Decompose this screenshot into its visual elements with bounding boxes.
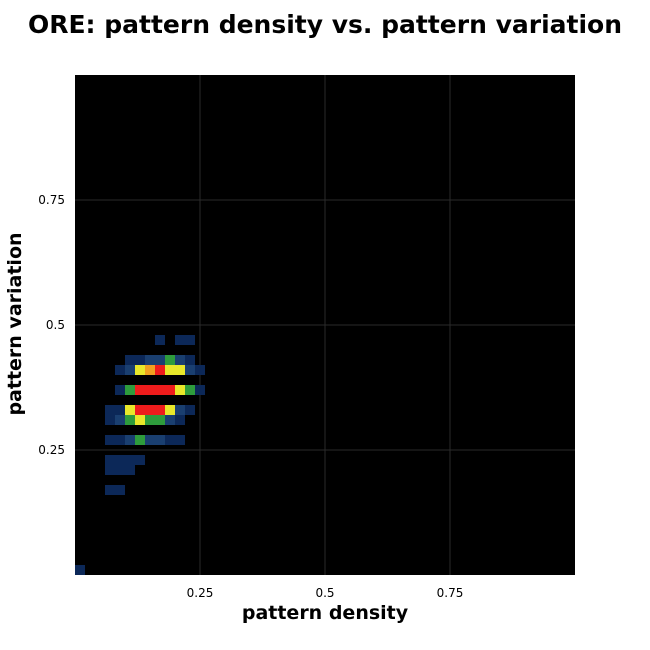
heatmap-cell bbox=[185, 335, 195, 345]
heatmap-cell bbox=[175, 385, 185, 395]
heatmap-cell bbox=[115, 485, 125, 495]
heatmap-cell bbox=[115, 385, 125, 395]
x-tick-label: 0.5 bbox=[315, 586, 334, 600]
heatmap-cell bbox=[125, 355, 135, 365]
heatmap-cell bbox=[115, 455, 125, 465]
y-tick-label: 0.75 bbox=[38, 193, 65, 207]
heatmap-cell bbox=[115, 365, 125, 375]
heatmap-cell bbox=[185, 365, 195, 375]
x-tick-label: 0.25 bbox=[187, 586, 214, 600]
heatmap-cell bbox=[185, 405, 195, 415]
heatmap-cell bbox=[125, 465, 135, 475]
chart-title: ORE: pattern density vs. pattern variati… bbox=[27, 10, 623, 39]
heatmap-cell bbox=[185, 355, 195, 365]
heatmap-cell bbox=[115, 415, 125, 425]
heatmap-cell bbox=[125, 365, 135, 375]
y-tick-label: 0.25 bbox=[38, 443, 65, 457]
heatmap-cell bbox=[135, 405, 145, 415]
heatmap-cell bbox=[145, 385, 155, 395]
x-tick-label: 0.75 bbox=[437, 586, 464, 600]
heatmap-cell bbox=[155, 435, 165, 445]
heatmap-cell bbox=[195, 365, 205, 375]
x-tick-labels: 0.25 0.5 0.75 bbox=[187, 586, 464, 600]
heatmap-cell bbox=[165, 385, 175, 395]
heatmap-cell bbox=[135, 385, 145, 395]
heatmap-cell bbox=[175, 415, 185, 425]
y-tick-label: 0.5 bbox=[46, 318, 65, 332]
heatmap-cell bbox=[105, 435, 115, 445]
heatmap-cell bbox=[135, 355, 145, 365]
heatmap-cell bbox=[155, 415, 165, 425]
heatmap-cell bbox=[135, 365, 145, 375]
heatmap-cell bbox=[125, 435, 135, 445]
heatmap-cell bbox=[175, 355, 185, 365]
y-axis-label: pattern variation bbox=[4, 232, 26, 416]
heatmap-cell bbox=[165, 435, 175, 445]
heatmap-cell bbox=[115, 465, 125, 475]
heatmap-cell bbox=[75, 565, 85, 575]
heatmap-cell bbox=[145, 415, 155, 425]
heatmap-cell bbox=[165, 405, 175, 415]
heatmap-cell bbox=[165, 355, 175, 365]
heatmap-cell bbox=[125, 405, 135, 415]
heatmap-cell bbox=[115, 405, 125, 415]
x-axis-label: pattern density bbox=[241, 602, 409, 624]
heatmap-cell bbox=[105, 405, 115, 415]
heatmap-cell bbox=[155, 335, 165, 345]
y-tick-labels: 0.25 0.5 0.75 bbox=[38, 193, 65, 457]
heatmap-cell bbox=[145, 405, 155, 415]
heatmap-cell bbox=[155, 365, 165, 375]
heatmap-cell bbox=[105, 455, 115, 465]
heatmap-cell bbox=[125, 385, 135, 395]
heatmap-cell bbox=[175, 435, 185, 445]
heatmap-cell bbox=[175, 365, 185, 375]
grid-lines bbox=[75, 75, 575, 575]
heatmap-cell bbox=[105, 415, 115, 425]
heatmap-cell bbox=[145, 435, 155, 445]
heatmap-cell bbox=[195, 385, 205, 395]
heatmap-cell bbox=[165, 415, 175, 425]
heatmap-cell bbox=[155, 355, 165, 365]
heatmap-cell bbox=[105, 465, 115, 475]
heatmap-cell bbox=[115, 435, 125, 445]
heatmap-cell bbox=[175, 405, 185, 415]
heatmap-cell bbox=[135, 415, 145, 425]
heatmap-cell bbox=[175, 335, 185, 345]
heatmap-cell bbox=[135, 435, 145, 445]
heatmap-cell bbox=[125, 415, 135, 425]
heatmap-cell bbox=[135, 455, 145, 465]
heatmap-cell bbox=[145, 365, 155, 375]
heatmap-cell bbox=[185, 385, 195, 395]
heatmap-cell bbox=[145, 355, 155, 365]
heatmap-cell bbox=[165, 365, 175, 375]
heatmap-cell bbox=[125, 455, 135, 465]
heatmap-cells bbox=[75, 335, 205, 575]
heatmap-cell bbox=[105, 485, 115, 495]
heatmap-cell bbox=[155, 405, 165, 415]
heatmap-cell bbox=[155, 385, 165, 395]
